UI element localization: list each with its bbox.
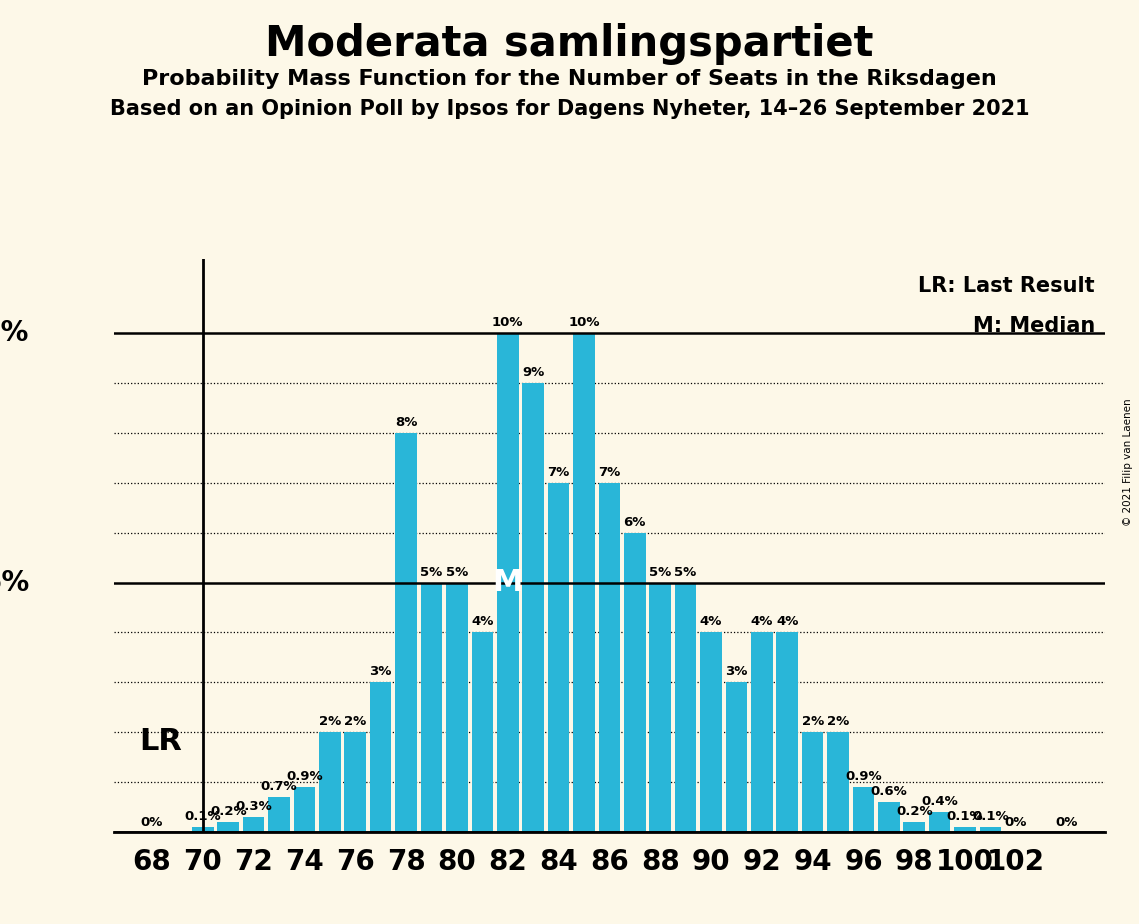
Bar (980, 827, 1001, 832)
Text: 0%: 0% (141, 816, 163, 829)
Text: 5%: 5% (674, 565, 697, 578)
Text: 5%: 5% (0, 568, 30, 597)
Bar (192, 827, 214, 832)
Bar (294, 786, 316, 832)
Bar (446, 582, 468, 832)
Text: 0.3%: 0.3% (236, 799, 272, 813)
Bar (395, 433, 417, 832)
Text: 4%: 4% (776, 615, 798, 628)
Text: M: M (492, 568, 523, 597)
Text: 0.1%: 0.1% (973, 809, 1009, 822)
Text: 0.2%: 0.2% (210, 805, 246, 818)
Text: 2%: 2% (802, 715, 823, 728)
Text: 5%: 5% (420, 565, 443, 578)
Text: LR: Last Result: LR: Last Result (918, 276, 1095, 296)
Text: © 2021 Filip van Laenen: © 2021 Filip van Laenen (1123, 398, 1133, 526)
Text: 4%: 4% (699, 615, 722, 628)
Text: 4%: 4% (472, 615, 493, 628)
Text: 8%: 8% (395, 416, 417, 429)
Text: 7%: 7% (548, 466, 570, 479)
Bar (420, 582, 442, 832)
Text: 0.4%: 0.4% (921, 795, 958, 808)
Bar (878, 802, 900, 832)
Bar (827, 732, 849, 832)
Bar (751, 632, 772, 832)
Bar (243, 817, 264, 832)
Text: 2%: 2% (319, 715, 341, 728)
Text: 5%: 5% (649, 565, 671, 578)
Bar (649, 582, 671, 832)
Bar (599, 483, 620, 832)
Bar (370, 682, 392, 832)
Text: 10%: 10% (0, 320, 30, 347)
Bar (954, 827, 976, 832)
Bar (624, 533, 646, 832)
Bar (700, 632, 722, 832)
Text: 0.9%: 0.9% (286, 770, 322, 783)
Bar (344, 732, 366, 832)
Bar (929, 811, 950, 832)
Text: 2%: 2% (344, 715, 367, 728)
Text: 0.7%: 0.7% (261, 780, 297, 793)
Text: 10%: 10% (492, 316, 524, 330)
Text: 3%: 3% (369, 665, 392, 678)
Text: 4%: 4% (751, 615, 773, 628)
Bar (777, 632, 798, 832)
Bar (472, 632, 493, 832)
Text: 0%: 0% (1005, 816, 1027, 829)
Text: 6%: 6% (623, 516, 646, 529)
Bar (269, 796, 289, 832)
Bar (726, 682, 747, 832)
Bar (497, 334, 518, 832)
Bar (548, 483, 570, 832)
Bar (853, 786, 875, 832)
Text: 10%: 10% (568, 316, 600, 330)
Text: 5%: 5% (445, 565, 468, 578)
Text: 0%: 0% (1056, 816, 1077, 829)
Text: 3%: 3% (726, 665, 747, 678)
Text: 0.2%: 0.2% (896, 805, 933, 818)
Text: M: Median: M: Median (973, 316, 1095, 336)
Bar (523, 383, 544, 832)
Text: Moderata samlingspartiet: Moderata samlingspartiet (265, 23, 874, 65)
Text: 0.1%: 0.1% (185, 809, 221, 822)
Bar (218, 821, 239, 832)
Text: 7%: 7% (598, 466, 621, 479)
Bar (802, 732, 823, 832)
Text: 0.6%: 0.6% (870, 784, 908, 797)
Text: LR: LR (140, 727, 182, 757)
Bar (319, 732, 341, 832)
Bar (573, 334, 595, 832)
Bar (903, 821, 925, 832)
Text: Based on an Opinion Poll by Ipsos for Dagens Nyheter, 14–26 September 2021: Based on an Opinion Poll by Ipsos for Da… (109, 99, 1030, 119)
Text: 0.1%: 0.1% (947, 809, 983, 822)
Text: Probability Mass Function for the Number of Seats in the Riksdagen: Probability Mass Function for the Number… (142, 69, 997, 90)
Text: 2%: 2% (827, 715, 850, 728)
Text: 9%: 9% (522, 366, 544, 379)
Bar (674, 582, 696, 832)
Text: 0.9%: 0.9% (845, 770, 882, 783)
